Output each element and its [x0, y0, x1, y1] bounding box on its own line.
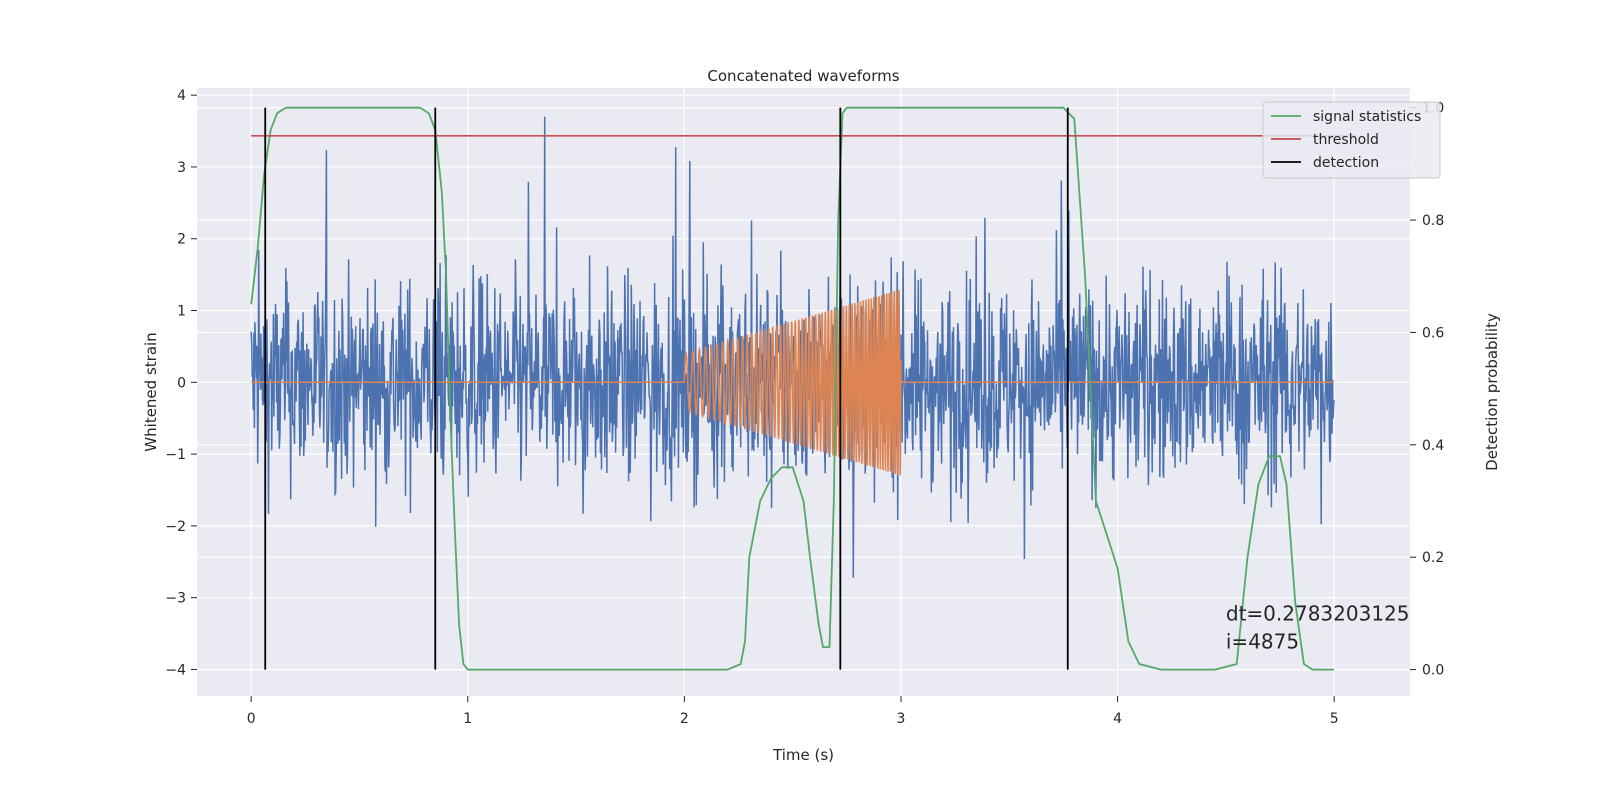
y-right-tick-label-3: 0.6: [1422, 325, 1444, 341]
x-tick-label-2: 2: [680, 711, 689, 727]
legend-label-0: signal statistics: [1313, 109, 1421, 125]
series-line-injected-chirp: [251, 289, 1335, 476]
x-tick-label-0: 0: [247, 711, 256, 727]
y-left-tick-label-8: 4: [177, 88, 186, 104]
y-axis-label-left: Whitened strain: [142, 332, 160, 451]
x-tick-label-1: 1: [463, 711, 472, 727]
y-left-tick-label-0: −4: [165, 662, 186, 678]
annotation-0: dt=0.2783203125: [1226, 601, 1410, 625]
y-right-tick-label-2: 0.4: [1422, 438, 1444, 454]
y-left-tick-label-3: −1: [165, 447, 186, 463]
y-left-tick-label-2: −2: [165, 519, 186, 535]
legend-box: [1262, 101, 1441, 179]
x-tick-label-5: 5: [1330, 711, 1339, 727]
y-axis-label-right: Detection probability: [1483, 313, 1501, 471]
x-axis-label: Time (s): [772, 746, 834, 764]
data-layer: [250, 106, 1356, 671]
legend-label-2: detection: [1313, 155, 1379, 171]
annotations: dt=0.2783203125 i=4875: [1226, 601, 1410, 653]
y-left-tick-label-5: 1: [177, 304, 186, 320]
legend: signal statistics threshold detection: [1262, 101, 1441, 179]
y-right-tick-label-1: 0.2: [1422, 550, 1444, 566]
x-tick-label-3: 3: [897, 711, 906, 727]
y-left-tick-label-7: 3: [177, 160, 186, 176]
y-right-tick-label-0: 0.0: [1422, 663, 1444, 679]
y-left-tick-label-4: 0: [177, 375, 186, 391]
legend-label-1: threshold: [1313, 132, 1379, 148]
chart-title: Concatenated waveforms: [707, 67, 899, 85]
y-right-tick-label-4: 0.8: [1422, 213, 1444, 229]
series-line-signal-statistics: [250, 106, 1335, 671]
y-left-tick-label-6: 2: [177, 232, 186, 248]
x-tick-label-4: 4: [1113, 711, 1122, 727]
annotation-1: i=4875: [1226, 629, 1299, 653]
y-left-tick-label-1: −3: [165, 591, 186, 607]
